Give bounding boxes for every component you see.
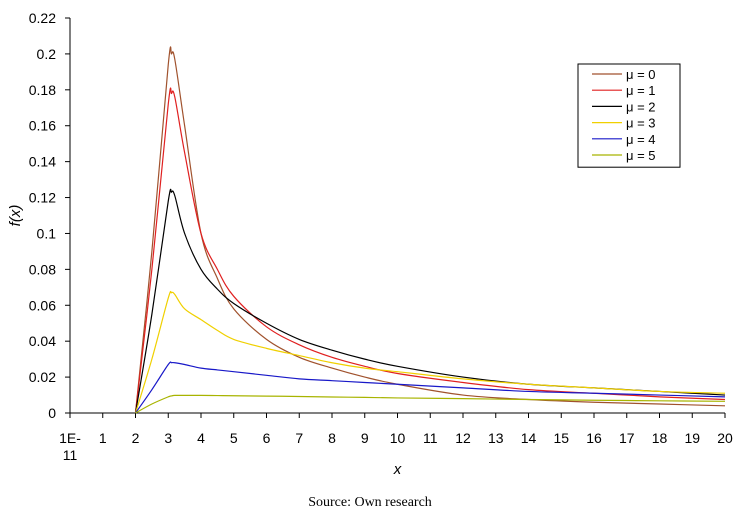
source-note: Source: Own research	[308, 495, 432, 510]
x-tick-label: 17	[619, 430, 635, 446]
x-tick-label: 1E-11	[59, 430, 81, 463]
y-tick-label: 0.04	[29, 333, 56, 349]
y-tick-label: 0.22	[29, 10, 56, 26]
y-tick-label: 0.16	[29, 118, 56, 134]
x-tick-label: 10	[390, 430, 406, 446]
x-tick-label: 4	[197, 430, 205, 446]
legend: μ = 0μ = 1μ = 2 μ = 3μ = 4μ = 5	[577, 63, 681, 168]
legend-label: μ = 4	[626, 132, 656, 147]
x-tick-label: 3	[164, 430, 172, 446]
x-tick-label: 13	[488, 430, 504, 446]
y-tick-label: 0.2	[37, 46, 57, 62]
x-tick-label: 2	[132, 430, 140, 446]
x-tick-label: 8	[328, 430, 336, 446]
y-tick-label: 0.06	[29, 297, 56, 313]
legend-label: μ = 2	[626, 99, 656, 114]
y-tick-label: 0.08	[29, 261, 56, 277]
x-tick-label: 18	[652, 430, 668, 446]
series-line-5	[135, 394, 726, 414]
x-tick-label: 9	[361, 430, 369, 446]
x-tick-label: 5	[230, 430, 238, 446]
series-line-3	[134, 290, 726, 414]
y-tick-label: 0.18	[29, 82, 56, 98]
x-tick-label: 20	[717, 430, 733, 446]
y-axis-title: f(x)	[7, 205, 24, 227]
x-tick-label: 15	[553, 430, 569, 446]
y-tick-label: 0.02	[29, 369, 56, 385]
x-tick-label: 12	[455, 430, 471, 446]
legend-label: μ = 0	[626, 67, 656, 82]
legend-label: μ = 5	[626, 148, 656, 163]
x-tick-label: 19	[684, 430, 700, 446]
series-line-1	[134, 87, 726, 414]
x-tick-label: 14	[521, 430, 537, 446]
series-layer	[134, 46, 726, 414]
legend-box	[577, 63, 681, 168]
y-tick-label: 0.14	[29, 154, 56, 170]
y-tick-label: 0.1	[37, 225, 57, 241]
axes: 0 0.02 0.04 0.06 0.08 0.1 0.12 0.14 0.16 0.18 0.2 0…	[29, 10, 733, 463]
series-line-2	[134, 188, 726, 414]
x-tick-label: 6	[263, 430, 271, 446]
series-line-4	[135, 361, 726, 414]
y-tick-label: 0.12	[29, 190, 56, 206]
x-tick-label: 7	[295, 430, 303, 446]
x-axis-title: x	[393, 461, 402, 478]
legend-label: μ = 1	[626, 83, 656, 98]
x-tick-label: 16	[586, 430, 602, 446]
x-tick-label: 11	[423, 430, 438, 446]
legend-label: μ = 3	[626, 116, 656, 131]
y-tick-label: 0	[48, 405, 56, 421]
x-tick-label: 1	[99, 430, 107, 446]
